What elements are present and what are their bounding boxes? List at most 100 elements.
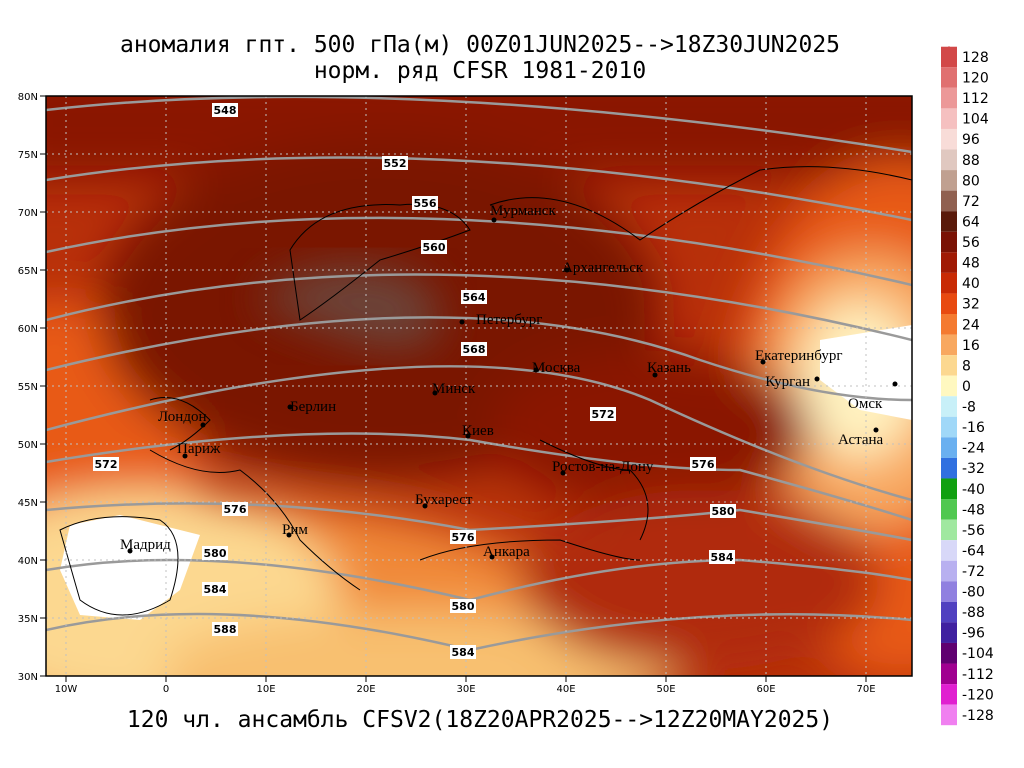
lat-label: 45N xyxy=(18,498,38,509)
colorbar-label: 104 xyxy=(962,112,989,128)
city-dot xyxy=(465,433,471,439)
lat-label: 55N xyxy=(18,382,38,393)
colorbar-swatch xyxy=(941,128,957,150)
colorbar-swatch xyxy=(941,560,957,582)
contour-label-box xyxy=(450,645,476,659)
lat-label: 50N xyxy=(18,440,38,451)
lon-label: 50E xyxy=(656,684,675,695)
city-dot xyxy=(127,548,133,554)
contour-label: 572 xyxy=(592,408,615,421)
colorbar-label: 80 xyxy=(962,173,980,189)
contour-label: 576 xyxy=(452,531,475,544)
city-label: Казань xyxy=(647,360,691,376)
lon-label: 40E xyxy=(556,684,575,695)
colorbar-swatch xyxy=(941,87,957,109)
contour-label: 552 xyxy=(384,157,407,170)
city-label: Рим xyxy=(282,522,308,538)
contour-label-box xyxy=(450,530,476,544)
contour-label: 568 xyxy=(463,343,486,356)
colorbar-label: -64 xyxy=(962,543,985,559)
contour-label-box xyxy=(202,546,228,560)
lon-label: 30E xyxy=(456,684,475,695)
colorbar-label: 32 xyxy=(962,297,980,313)
lon-label: 0 xyxy=(163,684,169,695)
colorbar-swatch xyxy=(941,437,957,458)
map-overlay: 80N 75N 70N 65N 60N 55N 50N 45N 40N 35N 30N 10W 0 10E… xyxy=(18,92,898,695)
colorbar-swatch xyxy=(941,334,957,356)
colorbar-swatch xyxy=(941,663,957,685)
contour-label-box xyxy=(690,457,716,471)
colorbar-swatch xyxy=(941,478,957,500)
colorbar-label: -112 xyxy=(962,667,994,683)
colorbar-label: -8 xyxy=(962,400,976,416)
colorbar-swatch xyxy=(941,684,957,705)
colorbar-swatch xyxy=(941,622,957,643)
contour-label-box xyxy=(93,457,119,471)
contour-label: 560 xyxy=(423,241,446,254)
colorbar-swatch xyxy=(941,581,957,602)
colorbar: 128120112104968880726456484032241680-8-1… xyxy=(941,46,994,726)
colorbar-label: -48 xyxy=(962,502,985,518)
city-label: Москва xyxy=(532,360,581,376)
colorbar-swatch xyxy=(941,601,957,623)
contour-label-box xyxy=(450,599,476,613)
colorbar-swatch xyxy=(941,519,957,541)
colorbar-swatch xyxy=(941,416,957,438)
colorbar-swatch xyxy=(941,231,957,253)
contour-label: 584 xyxy=(452,646,475,659)
colorbar-label: -72 xyxy=(962,564,985,580)
city-dot xyxy=(182,453,188,459)
city-label: Мадрид xyxy=(120,537,171,553)
contour-label: 572 xyxy=(95,458,118,471)
colorbar-label: -16 xyxy=(962,420,985,436)
city-label: Омск xyxy=(848,396,883,412)
colorbar-swatch xyxy=(941,704,957,726)
city-label: Курган xyxy=(765,374,810,390)
city-label: Астана xyxy=(838,432,884,448)
city-label: Киев xyxy=(462,423,494,439)
lat-label: 30N xyxy=(18,672,38,683)
footer: 120 чл. ансамбль CFSV2(18Z20APR2025-->12… xyxy=(127,707,833,733)
contour-label-box xyxy=(461,290,487,304)
city-dot xyxy=(560,470,566,476)
colorbar-swatch xyxy=(941,642,957,664)
contour-label: 548 xyxy=(214,104,237,117)
colorbar-swatch xyxy=(941,375,957,397)
colorbar-label: 8 xyxy=(962,358,971,374)
contour-label-box xyxy=(421,240,447,254)
contour-label-box xyxy=(412,196,438,210)
colorbar-label: 24 xyxy=(962,317,980,333)
contour-label-box xyxy=(212,622,238,636)
colorbar-swatch xyxy=(941,272,957,294)
lon-label: 70E xyxy=(856,684,875,695)
colorbar-swatch xyxy=(941,457,957,479)
city-label: Петербург xyxy=(476,312,542,328)
city-dot xyxy=(432,390,438,396)
city-label: Екатеринбург xyxy=(755,348,842,364)
contour-label: 580 xyxy=(452,600,475,613)
city-label: Берлин xyxy=(290,399,336,415)
colorbar-label: 128 xyxy=(962,50,989,66)
colorbar-swatch xyxy=(941,540,957,561)
colorbar-swatch xyxy=(941,499,957,520)
city-label: Ростов-на-Дону xyxy=(552,459,654,475)
colorbar-label: 0 xyxy=(962,379,971,395)
colorbar-label: 48 xyxy=(962,256,980,272)
map-field xyxy=(46,96,912,676)
city-label: Париж xyxy=(177,441,221,457)
city-dot xyxy=(873,427,879,433)
colorbar-label: 120 xyxy=(962,71,989,87)
city-dot xyxy=(760,359,766,365)
city-label: Лондон xyxy=(158,409,207,425)
colorbar-swatch xyxy=(941,396,957,417)
colorbar-label: 72 xyxy=(962,194,980,210)
title-line1: аномалия гпт. 500 гПа(м) 00Z01JUN2025-->… xyxy=(120,32,840,58)
city-dot xyxy=(533,367,539,373)
contour-label-box xyxy=(709,550,735,564)
lon-label: 20E xyxy=(356,684,375,695)
colorbar-label: 96 xyxy=(962,132,980,148)
colorbar-swatch xyxy=(941,252,957,273)
city-dot xyxy=(200,422,206,428)
contour-label-box xyxy=(461,342,487,356)
